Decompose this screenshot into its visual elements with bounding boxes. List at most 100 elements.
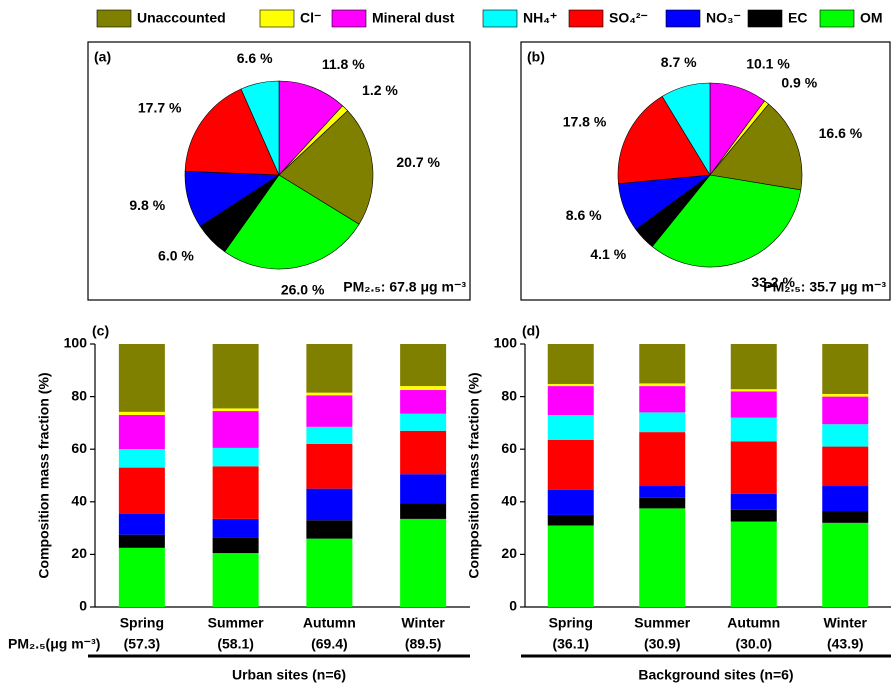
bar-segment [822,522,869,607]
x-tick-label: Winter [401,615,445,631]
bar-segment [400,518,447,607]
pm-label: (69.4) [311,636,348,652]
pie-slice [709,103,803,191]
bar-segment [730,493,777,510]
bar-segment [306,443,353,489]
slice-label: 11.8 % [322,56,365,72]
slice-label: 17.7 % [138,99,182,115]
legend-label: Cl⁻ [300,10,321,26]
bar-segment [822,511,869,523]
slice-label: 6.0 % [158,247,194,263]
bar-segment [118,449,165,468]
bar-segment [730,391,777,418]
pie-slice [278,110,374,225]
legend-swatch [96,9,132,28]
slice-label: 16.6 % [819,125,863,141]
bar-segment [400,503,447,519]
panel-title: (c) [92,323,109,339]
slice-label: 17.8 % [563,114,607,130]
slice-label: 8.7 % [661,54,697,70]
y-tick-label: 0 [509,598,517,614]
slice-label: 0.9 % [781,74,817,90]
slice-label: 1.2 % [362,82,398,98]
y-tick-label: 80 [71,387,87,403]
slice-label: 4.1 % [590,246,626,262]
legend-label: Mineral dust [372,10,455,26]
bar-segment [730,389,777,392]
pm-label: (30.9) [644,636,681,652]
slice-label: 10.1 % [746,55,790,71]
bar-segment [306,426,353,444]
bar-segment [212,466,259,519]
legend-swatch [747,9,783,28]
bar-segment [639,386,686,413]
legend-label: EC [788,10,807,26]
panel-frame [87,41,471,301]
y-tick-label: 0 [79,598,87,614]
legend-swatch [331,9,367,28]
x-tick-label: Autumn [727,615,780,631]
bar-segment [306,395,353,427]
y-tick-label: 60 [71,440,87,456]
bar-segment [822,446,869,487]
bar-segment [639,508,686,607]
pie-slice [278,80,344,176]
pm-label: (30.0) [735,636,772,652]
bar-segment [822,393,869,397]
y-tick-label: 40 [501,493,517,509]
slice-label: 8.6 % [566,207,602,223]
bar-segment [400,413,447,431]
y-axis-label: Composition mass fraction (%) [466,372,482,578]
bar-segment [547,383,594,387]
x-tick-label: Spring [120,615,164,631]
bar-segment [212,553,259,607]
bar-segment [730,441,777,494]
bar-segment [639,344,686,384]
bar-segment [547,344,594,384]
legend-label: SO₄²⁻ [609,10,648,26]
slice-label: 6.6 % [237,50,273,66]
bar-segment [730,344,777,390]
bar-segment [306,520,353,539]
bar-segment [547,439,594,490]
slice-label: 26.0 % [281,281,325,297]
y-tick-label: 20 [71,545,87,561]
bar-segment [547,415,594,440]
legend-swatch [819,9,855,28]
pm-label: (43.9) [827,636,864,652]
pie-slice [184,88,280,176]
bar-segment [639,486,686,498]
legend-label: NO₃⁻ [706,10,741,26]
bar-segment [212,411,259,448]
y-tick-label: 60 [501,440,517,456]
y-axis-label: Composition mass fraction (%) [36,372,52,578]
y-tick-label: 20 [501,545,517,561]
bar-segment [730,509,777,522]
legend-label: Unaccounted [137,10,226,26]
bar-segment [400,474,447,504]
bar-segment [306,538,353,607]
bar-segment [730,521,777,607]
bar-segment [730,417,777,442]
x-tick-label: Summer [208,615,265,631]
panel-title: (d) [522,323,540,339]
slice-label: 20.7 % [396,154,440,170]
bar-segment [400,344,447,387]
y-tick-label: 100 [64,335,88,351]
bar-segment [639,432,686,487]
bar-segment [547,489,594,515]
bar-segment [306,344,353,393]
panel-title: (a) [94,49,111,65]
bar-segment [118,547,165,607]
slice-label: 9.8 % [129,197,165,213]
panel-frame [520,41,891,301]
legend-swatch [665,9,701,28]
bar-segment [306,488,353,521]
bar-segment [118,513,165,535]
pm-title: PM₂.₅(μg m⁻³) [8,636,100,652]
bar-segment [547,514,594,526]
bar-segment [822,486,869,512]
pm-note: PM₂.₅: 35.7 μg m⁻³ [763,279,886,295]
bar-segment [306,392,353,396]
